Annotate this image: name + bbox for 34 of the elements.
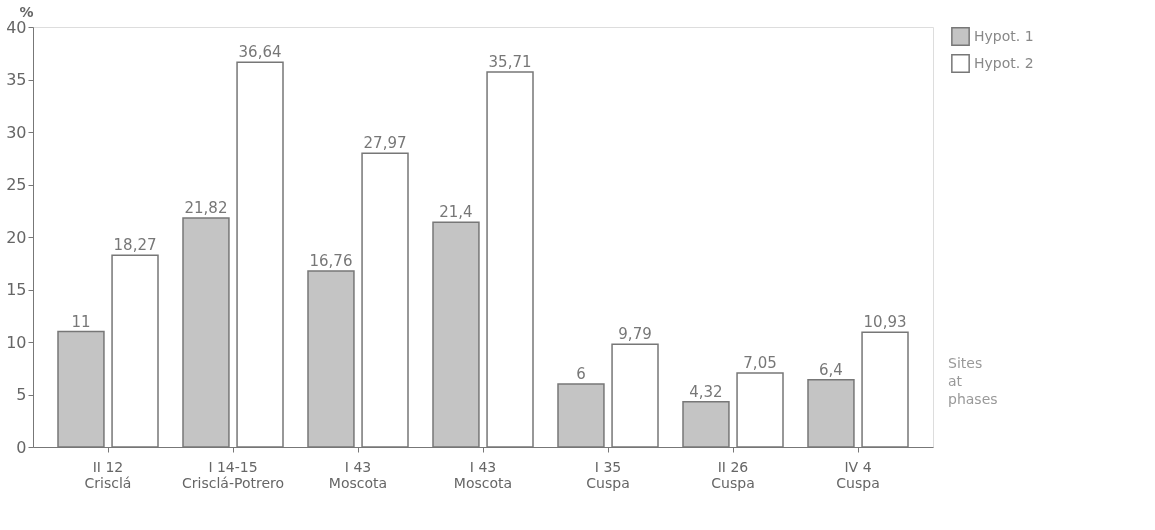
x-tick-label: II 12 Crisclá: [84, 458, 132, 491]
data-label: 21,4: [439, 203, 473, 222]
x-tick-label: I 35 Cuspa: [586, 458, 630, 491]
y-tick-label: 30: [6, 122, 27, 142]
data-label: 16,76: [309, 252, 353, 271]
y-tick-label: 35: [6, 70, 27, 89]
legend-label: Hypot. 1: [974, 27, 1034, 44]
y-tick-label: 20: [6, 227, 27, 247]
x-tick-label: I 43 Moscota: [453, 458, 513, 491]
data-label: 10,93: [863, 313, 907, 332]
data-label: 7,05: [743, 353, 777, 372]
data-label: 9,79: [618, 325, 652, 344]
y-axis-title: %: [19, 3, 34, 20]
x-tick-label: I 14-15 Crisclá-Potrero: [181, 458, 285, 491]
text: Sites at phases: [948, 355, 998, 407]
data-label: 6: [576, 365, 586, 383]
y-tick-label: 0: [16, 437, 27, 457]
y-tick-label: 10: [6, 332, 27, 352]
data-label: 35,71: [488, 53, 532, 72]
data-label: 27,97: [363, 134, 407, 153]
data-label: 4,32: [689, 382, 723, 401]
y-tick-label: 5: [16, 385, 27, 404]
data-label: 18,27: [113, 236, 157, 255]
x-tick-label: II 26 Cuspa: [711, 458, 755, 491]
x-tick-label: IV 4 Cuspa: [836, 458, 880, 491]
data-label: 36,64: [238, 43, 282, 62]
y-tick-label: 25: [6, 175, 27, 194]
data-label: 11: [71, 312, 91, 331]
y-tick-label: 40: [6, 17, 27, 37]
legend-label: Hypot. 2: [974, 54, 1034, 71]
y-tick-label: 15: [6, 280, 27, 299]
data-label: 21,82: [184, 198, 228, 217]
x-tick-label: I 43 Moscota: [328, 458, 388, 491]
data-label: 6,4: [819, 360, 843, 379]
